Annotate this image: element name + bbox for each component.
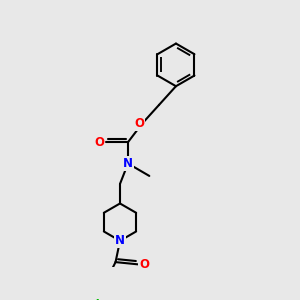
Text: N: N <box>115 234 125 247</box>
Text: O: O <box>94 136 105 149</box>
Text: Cl: Cl <box>87 299 100 300</box>
Text: O: O <box>134 117 145 130</box>
Text: O: O <box>139 258 149 271</box>
Text: N: N <box>123 157 133 170</box>
